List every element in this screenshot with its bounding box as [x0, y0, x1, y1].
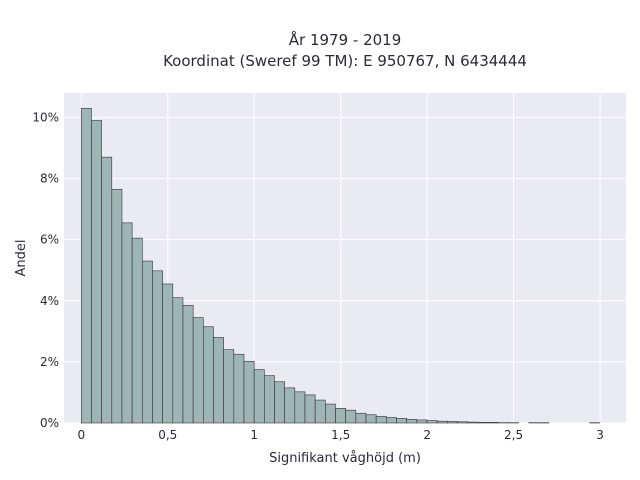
- x-tick-label: 0: [77, 428, 85, 442]
- histogram-bar: [375, 415, 387, 424]
- histogram-bar: [325, 403, 336, 424]
- y-tick-label: 10%: [32, 110, 59, 124]
- histogram-bar: [80, 107, 92, 424]
- histogram-bar: [162, 283, 174, 424]
- x-tick-label: 0,5: [158, 428, 177, 442]
- chart-title-line-1: År 1979 - 2019: [289, 30, 402, 49]
- histogram-bar: [294, 391, 306, 424]
- histogram-bar: [253, 369, 265, 424]
- y-tick-label: 8%: [40, 172, 59, 186]
- histogram-bar: [335, 408, 346, 424]
- y-tick-label: 2%: [40, 355, 59, 369]
- histogram-bar: [91, 120, 102, 424]
- histogram-bar: [365, 414, 377, 424]
- histogram-bar: [121, 222, 133, 424]
- y-axis-label: Andel: [14, 240, 29, 277]
- histogram-bar: [182, 305, 194, 424]
- y-tick-label: 4%: [40, 294, 59, 308]
- histogram-bar: [111, 188, 123, 424]
- x-axis-label: Signifikant våghöjd (m): [269, 451, 421, 466]
- histogram-bar: [304, 394, 316, 424]
- histogram-bar: [386, 417, 397, 424]
- x-tick-label: 2,5: [504, 428, 523, 442]
- histogram-bar: [406, 419, 418, 424]
- histogram-bar: [223, 349, 235, 424]
- y-tick-label: 0%: [40, 416, 59, 430]
- histogram-bar: [396, 418, 407, 424]
- histogram-bar: [447, 421, 458, 424]
- histogram-bar: [243, 360, 255, 424]
- histogram-bar: [477, 422, 489, 424]
- histogram-bars: [80, 107, 601, 424]
- histogram-bar: [426, 420, 438, 424]
- histogram-bar: [487, 422, 499, 424]
- histogram-bar: [172, 297, 184, 424]
- histogram-bar: [192, 317, 204, 424]
- chart-title-line-2: Koordinat (Sweref 99 TM): E 950767, N 64…: [163, 52, 527, 70]
- x-tick-label: 2: [423, 428, 431, 442]
- y-tick-label: 6%: [40, 233, 59, 247]
- y-axis-ticks: 0% 2% 4% 6% 8% 10%: [32, 110, 59, 430]
- histogram-bar: [416, 419, 428, 424]
- x-tick-label: 1,5: [331, 428, 350, 442]
- histogram-bar: [152, 270, 163, 424]
- histogram-bar: [203, 326, 214, 424]
- x-axis-ticks: 0 0,5 1 1,5 2 2,5 3: [77, 428, 603, 442]
- histogram-bar: [314, 399, 326, 424]
- histogram-bar: [436, 420, 448, 424]
- histogram-bar: [213, 337, 224, 424]
- histogram-bar: [141, 260, 153, 424]
- histogram-bar: [264, 375, 275, 424]
- histogram-bar: [355, 412, 367, 424]
- histogram-bar: [131, 237, 143, 424]
- histogram-bar: [284, 387, 296, 424]
- histogram-bar: [457, 421, 468, 424]
- x-tick-label: 3: [596, 428, 604, 442]
- histogram-bar: [101, 156, 113, 424]
- histogram-bar: [467, 421, 479, 424]
- histogram-bar: [274, 381, 285, 424]
- histogram-bar: [233, 353, 245, 424]
- x-tick-label: 1: [250, 428, 258, 442]
- histogram-bar: [345, 409, 357, 424]
